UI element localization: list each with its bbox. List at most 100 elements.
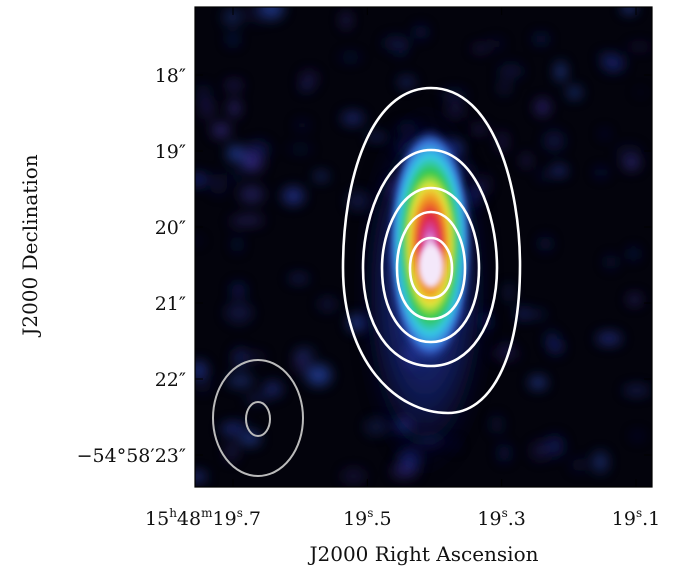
noise-blob xyxy=(339,52,362,62)
noise-blob xyxy=(263,381,283,397)
noise-blob xyxy=(382,35,410,51)
noise-blob xyxy=(539,236,552,251)
noise-blob xyxy=(567,86,582,99)
x-tick-label: 19s.3 xyxy=(477,506,525,530)
noise-blob xyxy=(231,282,246,298)
noise-blob xyxy=(600,129,609,139)
noise-blob xyxy=(504,283,514,302)
noise-blob xyxy=(498,444,511,463)
noise-blob xyxy=(623,385,650,396)
noise-blob xyxy=(225,80,243,91)
y-tick-label: 19″ xyxy=(155,141,186,163)
y-tick-label: 20″ xyxy=(155,217,186,239)
noise-blob xyxy=(233,237,242,252)
y-tick-label: −54°58′23″ xyxy=(77,445,186,467)
beam-ellipse-small xyxy=(245,401,271,437)
noise-blob xyxy=(604,255,618,269)
noise-blob xyxy=(200,98,214,120)
noise-blob xyxy=(318,297,337,312)
noise-blob xyxy=(235,420,248,433)
noise-blob xyxy=(306,364,332,386)
noise-blob xyxy=(629,247,638,260)
y-axis-tick-labels: 18″ 19″ 20″ 21″ 22″ −54°58′23″ xyxy=(77,65,186,467)
noise-blob xyxy=(288,274,309,283)
x-axis-tick-labels: 15h48m19s.7 19s.5 19s.3 19s.1 xyxy=(145,506,660,530)
noise-blob xyxy=(616,144,642,161)
noise-blob xyxy=(239,185,264,204)
noise-blob xyxy=(229,99,240,117)
noise-blob xyxy=(531,440,548,461)
noise-blob xyxy=(515,307,530,320)
noise-blob xyxy=(294,120,310,131)
noise-blob xyxy=(631,431,644,441)
noise-blob xyxy=(240,353,266,360)
contour-level-5 xyxy=(408,236,454,300)
noise-blob xyxy=(490,414,504,434)
noise-blob xyxy=(414,25,428,39)
noise-blob xyxy=(227,145,244,162)
noise-blob xyxy=(314,172,329,181)
noise-blob xyxy=(498,64,524,79)
noise-blob xyxy=(621,7,637,14)
noise-blob xyxy=(635,89,646,96)
noise-blob xyxy=(543,130,565,152)
y-tick-label: 22″ xyxy=(155,369,186,391)
noise-blob xyxy=(225,441,238,462)
noise-blob xyxy=(594,167,608,178)
noise-blob xyxy=(486,38,505,49)
y-tick-label: 18″ xyxy=(155,65,186,87)
noise-blob xyxy=(551,165,568,176)
noise-blob xyxy=(492,347,519,360)
noise-blob xyxy=(195,237,204,244)
noise-blob xyxy=(227,374,254,388)
noise-blob xyxy=(592,451,609,473)
y-tick-label: 21″ xyxy=(155,293,186,315)
noise-blob xyxy=(231,172,241,181)
noise-blob xyxy=(195,375,211,393)
noise-blob xyxy=(627,293,642,306)
contour-level-1 xyxy=(341,86,522,415)
noise-blob xyxy=(397,76,416,88)
noise-blob xyxy=(341,111,365,126)
plot-frame xyxy=(194,6,653,488)
noise-blob xyxy=(288,145,313,154)
noise-blob xyxy=(245,396,267,402)
noise-blob xyxy=(227,34,239,46)
x-tick-label: 19s.1 xyxy=(612,506,661,530)
noise-blob xyxy=(522,153,531,168)
contour-overlay xyxy=(341,86,522,415)
beam-indicator xyxy=(212,359,304,477)
x-tick-label: 15h48m19s.7 xyxy=(145,506,261,530)
source-peak xyxy=(418,244,444,288)
noise-blob xyxy=(244,7,268,24)
noise-blob xyxy=(229,218,245,226)
noise-blob xyxy=(195,361,208,379)
noise-blob xyxy=(211,123,230,138)
y-axis-title: J2000 Declination xyxy=(18,154,42,337)
noise-blob xyxy=(555,61,566,82)
noise-blob xyxy=(225,301,253,324)
noise-blob xyxy=(535,98,550,116)
y-axis-ticks xyxy=(195,74,652,456)
noise-blob xyxy=(472,44,489,53)
contour-level-3 xyxy=(380,186,481,344)
noise-blob xyxy=(294,347,316,360)
noise-blob xyxy=(223,7,242,27)
noise-blob xyxy=(209,173,228,196)
x-axis-ticks xyxy=(232,7,637,487)
noise-blob xyxy=(627,43,652,51)
noise-blob xyxy=(195,471,207,482)
noise-blob xyxy=(239,431,261,446)
noise-blob xyxy=(195,173,209,187)
contour-level-4 xyxy=(395,210,467,321)
noise-blob xyxy=(367,134,387,140)
noise-blob xyxy=(545,435,565,457)
noise-blob xyxy=(441,89,467,101)
contour-level-2 xyxy=(361,148,499,368)
x-tick-label: 19s.5 xyxy=(343,506,392,530)
noise-blob xyxy=(527,311,547,318)
noise-blob xyxy=(341,11,351,30)
noise-blob xyxy=(300,70,318,87)
noise-blob xyxy=(533,33,549,45)
